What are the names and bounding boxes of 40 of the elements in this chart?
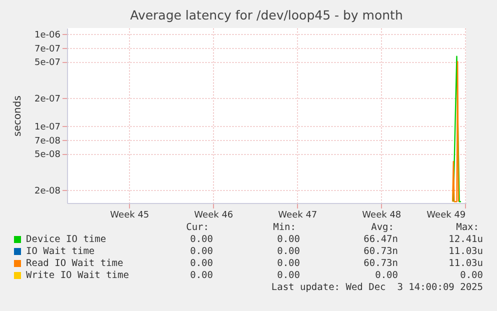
text: Cur: xyxy=(186,222,209,233)
y-tick-label: 7e-07 xyxy=(34,44,60,55)
text: 60.73n xyxy=(364,246,398,257)
y-tick-label: 2e-08 xyxy=(34,186,61,197)
text: Avg: xyxy=(371,222,394,233)
x-tick-label: Week 45 xyxy=(110,210,150,220)
chart-title: Average latency for /dev/loop45 - by month xyxy=(130,8,403,22)
text: Last update: Wed Dec 3 14:00:09 2025 xyxy=(271,282,483,293)
text: Min: xyxy=(273,222,296,233)
legend-label: Device IO time xyxy=(26,234,106,245)
y-tick-label: 5e-08 xyxy=(34,150,61,160)
x-tick-label: Week 49 xyxy=(426,210,466,220)
text: 0.00 xyxy=(375,270,398,281)
text: 0.00 xyxy=(277,246,300,257)
x-tick-label: Week 47 xyxy=(278,210,318,220)
text: 60.73n xyxy=(364,258,398,269)
text: 66.47n xyxy=(364,234,398,245)
text: 0.00 xyxy=(277,234,300,245)
text: 0.00 xyxy=(190,258,213,269)
text: 0.00 xyxy=(277,258,300,269)
text: 0.00 xyxy=(460,270,483,281)
text: 11.03u xyxy=(448,246,483,257)
text: 0.00 xyxy=(190,270,213,281)
x-tick-label: Week 48 xyxy=(362,210,402,220)
x-tick-label: Week 46 xyxy=(194,210,234,220)
text: 12.41u xyxy=(448,234,483,245)
legend-label: Write IO Wait time xyxy=(26,270,129,281)
legend-label: IO Wait time xyxy=(26,246,95,257)
legend-label: Read IO Wait time xyxy=(26,258,124,269)
text: 11.03u xyxy=(448,258,483,269)
text: Max: xyxy=(456,222,479,233)
text: 0.00 xyxy=(190,246,213,257)
y-tick-label: 7e-08 xyxy=(34,136,61,147)
text: 0.00 xyxy=(190,234,213,245)
y-tick-label: 1e-06 xyxy=(34,30,61,40)
y-tick-label: 1e-07 xyxy=(34,122,60,132)
text: 0.00 xyxy=(277,270,300,281)
y-axis-title: seconds xyxy=(12,96,24,136)
y-tick-label: 2e-07 xyxy=(34,94,60,105)
y-tick-label: 5e-07 xyxy=(34,58,60,68)
